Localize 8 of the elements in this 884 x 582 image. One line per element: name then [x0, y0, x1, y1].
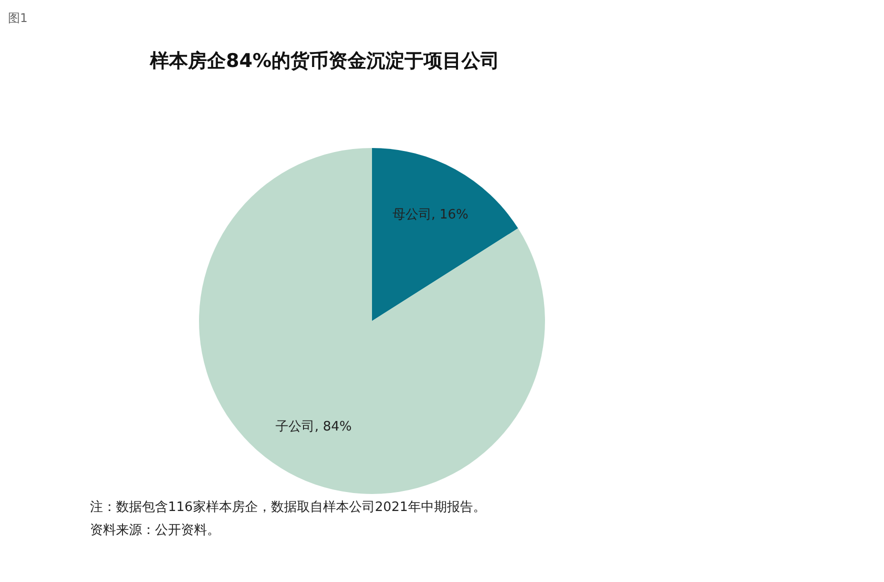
text: 注：数据包含116家样本房企，数据取自样本公司2021年中期报告。 [90, 499, 486, 517]
slice-label: 子公司, 84% [276, 420, 352, 435]
caption: 图1 [8, 10, 28, 27]
pie-slice [372, 148, 518, 321]
text: 资料来源：公开资料。 [90, 522, 221, 540]
pie-slice [199, 148, 545, 494]
chart-title: 样本房企84%的货币资金沉淀于项目公司 [150, 49, 500, 74]
slice-label: 母公司, 16% [392, 207, 468, 222]
